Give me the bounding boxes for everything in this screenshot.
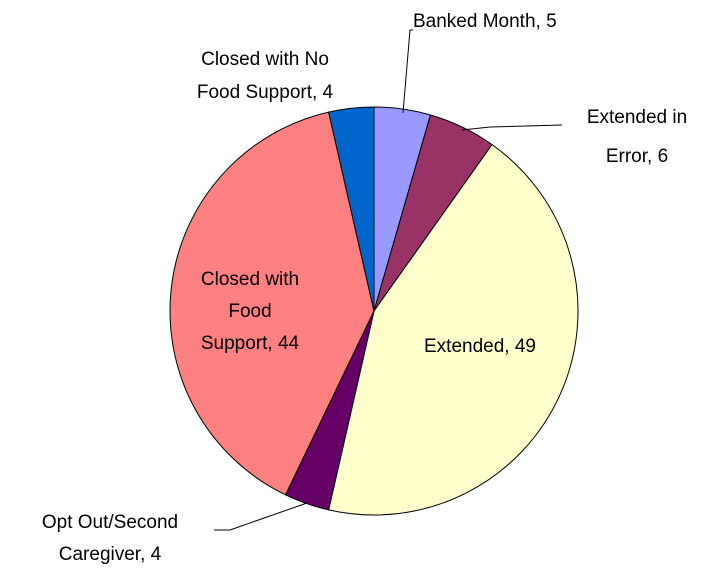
data-label-line: Caregiver, 4 [59, 544, 162, 565]
pie-slice [328, 106, 375, 312]
pie-slice [328, 143, 579, 516]
data-label-line: Opt Out/Second [42, 512, 178, 533]
data-label-line: Banked Month, 5 [413, 11, 557, 32]
leader-line [402, 29, 413, 114]
data-label-line: Error, 6 [606, 146, 668, 167]
data-label: Extended, 49 [424, 336, 536, 357]
data-label-line: Closed with [201, 269, 299, 290]
data-label-line: Extended, 49 [424, 336, 536, 357]
data-label-line: Extended in [587, 107, 687, 128]
leader-line [214, 502, 308, 531]
pie-slice [169, 111, 375, 496]
data-label-line: Closed with No [201, 49, 329, 70]
data-label-line: Food [228, 301, 271, 322]
data-label: Extended in Error, 6 [587, 107, 687, 167]
data-label-line: Food Support, 4 [197, 82, 334, 103]
data-label: Opt Out/Second Caregiver, 4 [42, 512, 178, 565]
data-label: Closed with No Food Support, 4 [197, 49, 334, 103]
leader-line [461, 124, 563, 131]
data-label-line: Support, 44 [201, 333, 300, 354]
data-label: Banked Month, 5 [413, 11, 557, 32]
data-label: Closed with Food Support, 44 [201, 269, 300, 354]
